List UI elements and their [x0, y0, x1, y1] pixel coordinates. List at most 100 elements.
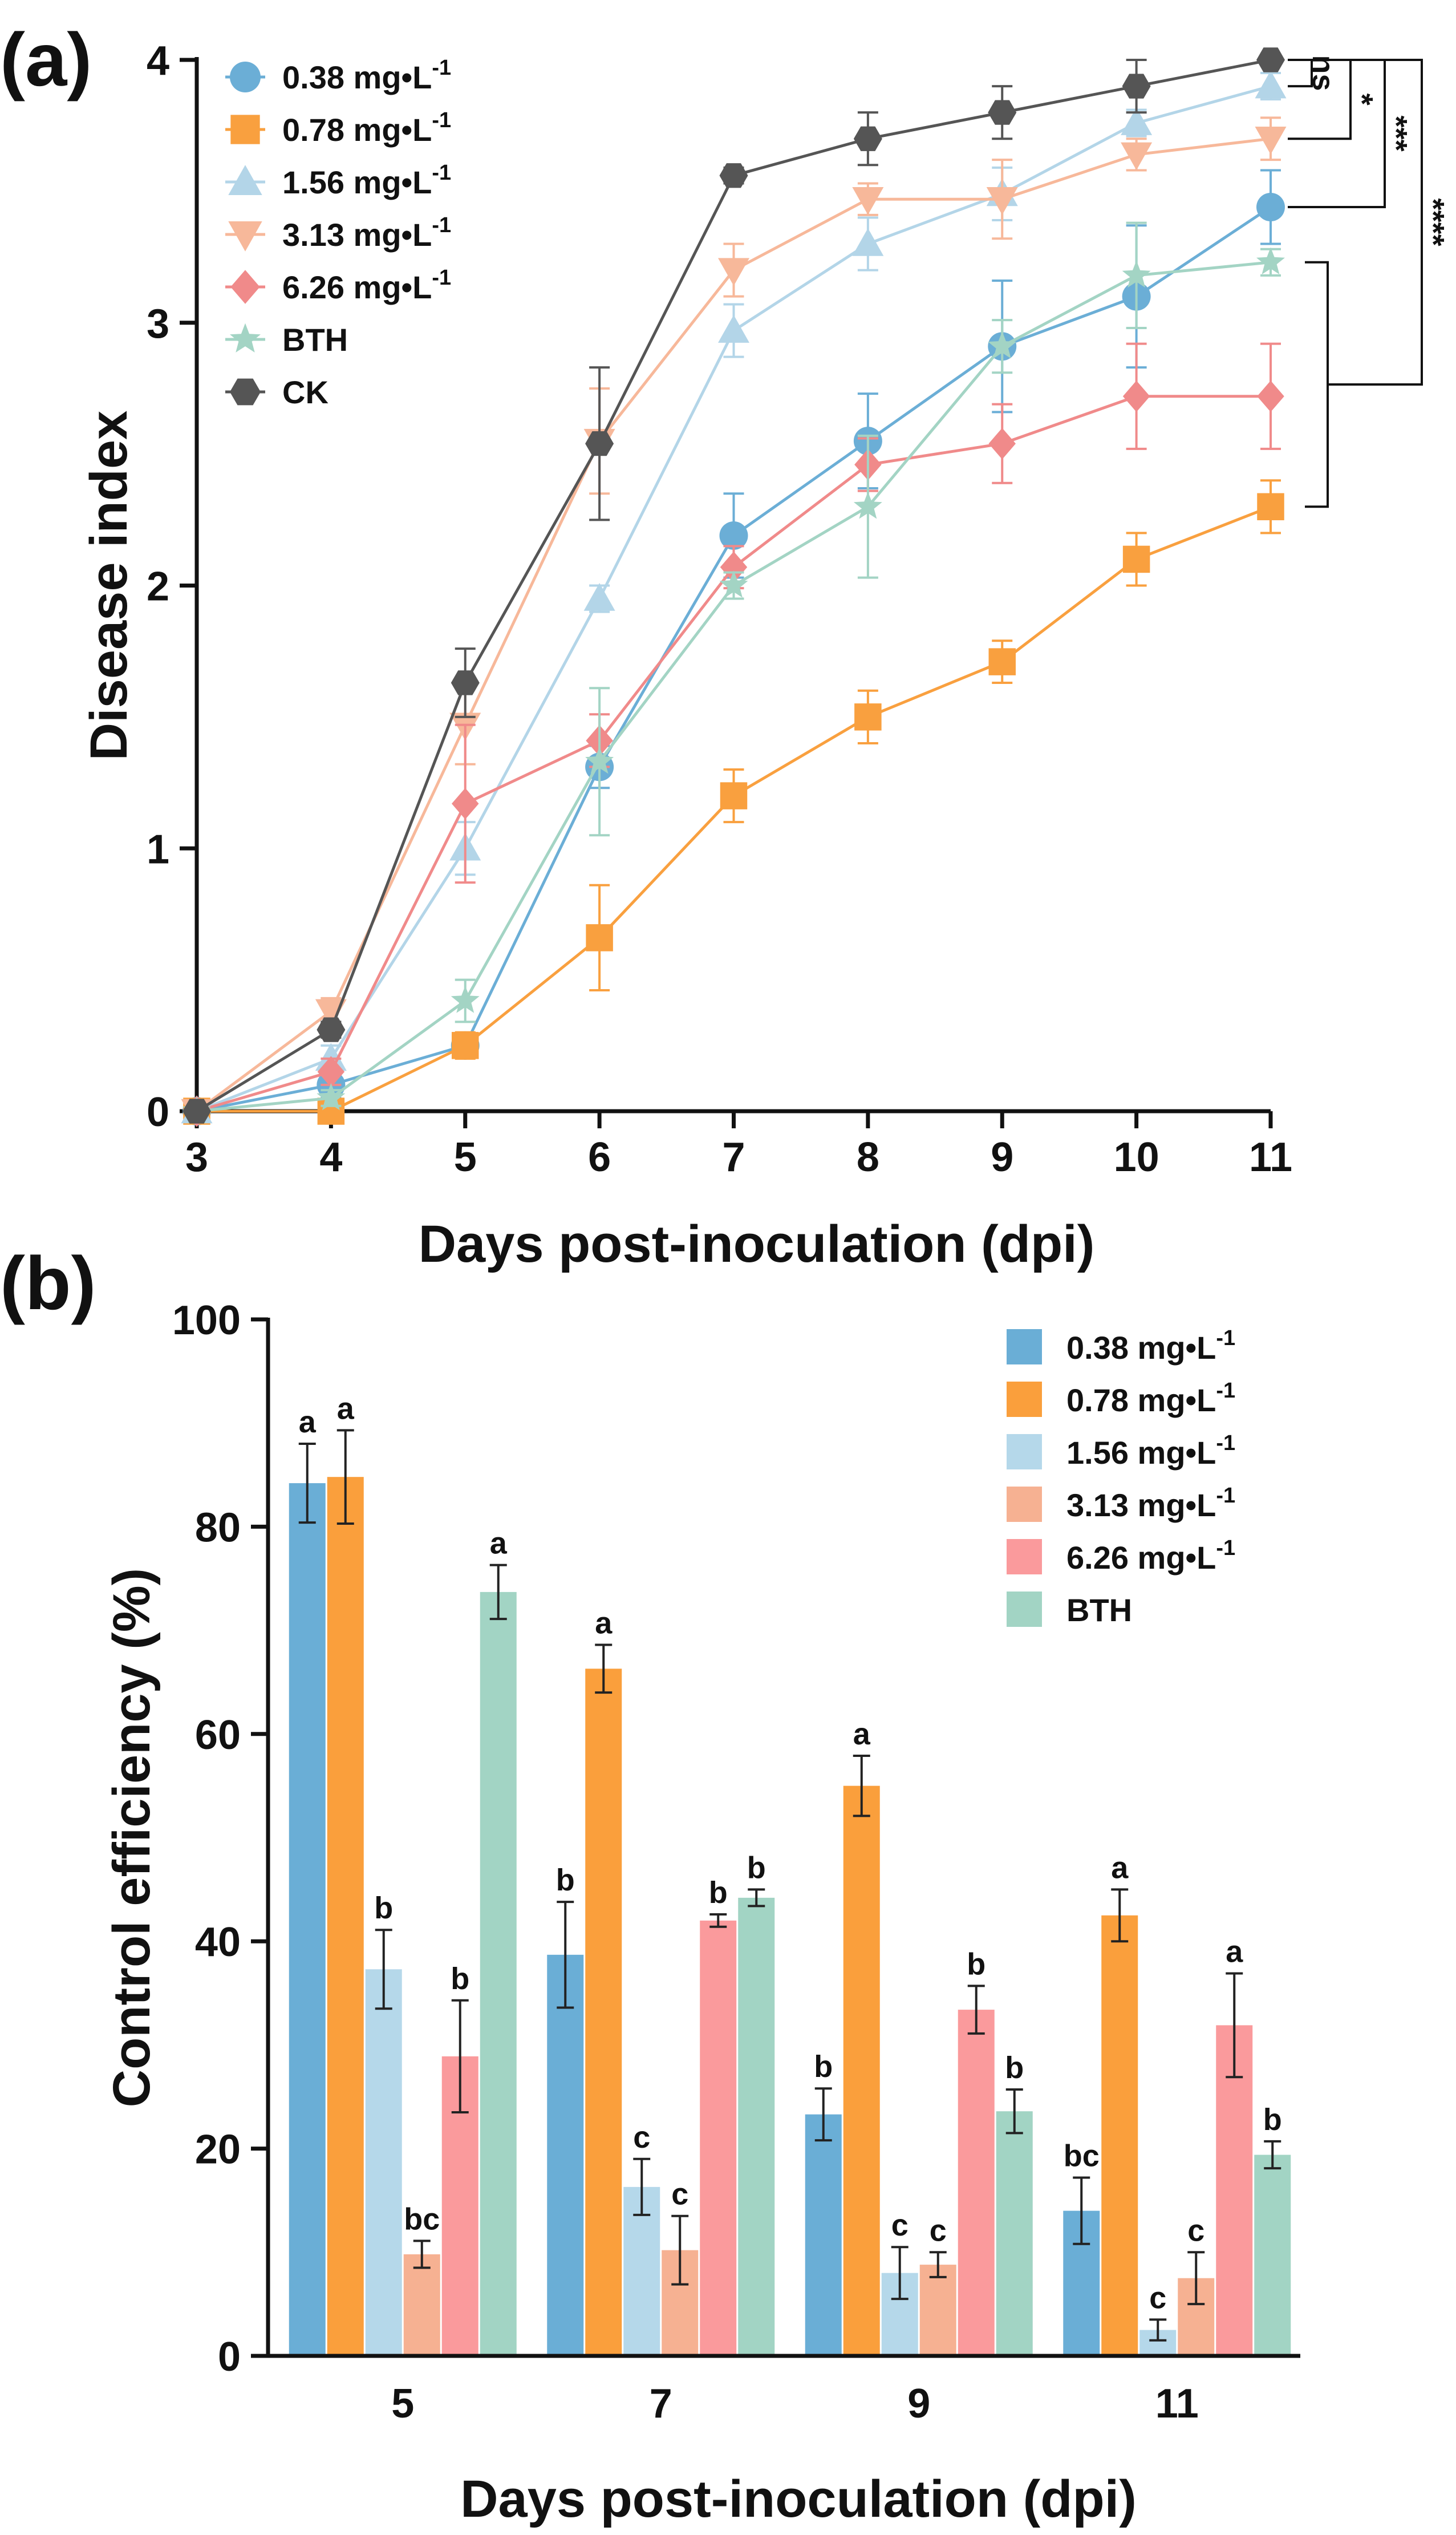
panel-a-label: (a) [0, 18, 92, 102]
panel-b-legend-swatch [1007, 1592, 1042, 1627]
panel-a-data-point [719, 570, 748, 598]
panel-a-legend-label: 6.26 mg•L-1 [282, 266, 451, 305]
panel-b-error-bar [671, 2214, 689, 2286]
panel-a-data-point [986, 187, 1018, 215]
panel-b-legend-label: 0.78 mg•L-1 [1066, 1379, 1235, 1418]
panel-b-significance-letter: b [451, 1962, 469, 1996]
panel-b-significance-letter: c [891, 2208, 909, 2242]
panel-a-data-point [1256, 193, 1285, 222]
panel-a-series-ck [182, 47, 1285, 1124]
panel-b-bar [1254, 2155, 1291, 2356]
panel-b-significance-letter: c [633, 2120, 650, 2155]
panel-b-bar [327, 1477, 364, 2356]
panel-b-significance-letter: a [299, 1405, 317, 1439]
panel-a-legend-item-6-26-mg-l: 6.26 mg•L-1 [225, 266, 451, 305]
panel-a-data-point [1122, 545, 1150, 573]
panel-b-axes: 0 20 40 60 80 100 5 7 9 11 [172, 1298, 1300, 2427]
panel-b-bar-group-0-78-mg-l-7: a [585, 1606, 622, 2356]
panel-b-bar [843, 1785, 880, 2356]
panel-b-legend-item-6-26-mg-l: 6.26 mg•L-1 [1007, 1536, 1235, 1576]
panel-a-data-point [718, 315, 749, 343]
panel-b-legend-label: 3.13 mg•L-1 [1066, 1484, 1235, 1523]
panel-b-error-bar [709, 1913, 727, 1928]
panel-b-error-bar [1226, 1972, 1243, 2079]
panel-b-bar-group-3-13-mg-l-5: bc [403, 2202, 440, 2356]
panel-b-bar [700, 1920, 737, 2356]
panel-b-bar-group-1-56-mg-l-9: c [881, 2208, 918, 2356]
panel-a-legend-marker [230, 62, 261, 92]
panel-b-error-bar [1264, 2140, 1281, 2170]
panel-a-x-tick-label: 6 [588, 1135, 611, 1180]
panel-b-error-bar [748, 1888, 765, 1908]
panel-b-bar [958, 2010, 995, 2356]
panel-b-significance-letter: b [709, 1876, 728, 1910]
panel-a-legend-label: 1.56 mg•L-1 [282, 161, 451, 200]
panel-b-bar [547, 1954, 584, 2356]
panel-a-data-point [1256, 247, 1285, 274]
panel-b-legend-label: 0.38 mg•L-1 [1066, 1326, 1235, 1366]
panel-b-bar-group-0-78-mg-l-9: a [843, 1717, 880, 2356]
panel-b-error-bar [633, 2157, 651, 2216]
panel-b-error-bar [595, 1643, 613, 1694]
panel-a-legend-label: BTH [282, 322, 348, 358]
panel-b-error-bar [1073, 2176, 1090, 2245]
panel-a-x-tick-label: 3 [185, 1135, 208, 1180]
panel-b-legend-swatch [1007, 1434, 1042, 1469]
panel-a-series-0-78-mg-l [183, 479, 1284, 1125]
panel-a-data-point [853, 492, 882, 519]
panel-b-bar-group-3-13-mg-l-7: c [662, 2177, 699, 2356]
panel-b-legend-swatch [1007, 1487, 1042, 1522]
panel-a-y-tick-label: 2 [147, 564, 169, 610]
panel-a-data-point [1122, 380, 1150, 412]
panel-a-legend-label: CK [282, 374, 328, 410]
panel-a-data-point [1121, 142, 1153, 171]
panel-a-y-tick-label: 0 [147, 1090, 169, 1135]
panel-b-error-bar [814, 2087, 832, 2142]
panel-a-significance-label: *** [1379, 115, 1413, 151]
panel-b-bar-group-0-78-mg-l-11: a [1101, 1850, 1138, 2356]
panel-b-bar-group-0-38-mg-l-7: b [547, 1863, 584, 2356]
panel-a-data-point [852, 187, 884, 215]
panel-b-error-bar [298, 1443, 316, 1524]
panel-a-significance-label: ns [1306, 55, 1340, 91]
panel-b-bar-group-0-78-mg-l-5: a [327, 1391, 364, 2356]
panel-b-significance-letter: bc [1064, 2139, 1100, 2173]
panel-b-x-tick-label: 11 [1155, 2381, 1199, 2427]
panel-a-x-tick-label: 9 [991, 1135, 1013, 1180]
panel-a-data-point [1121, 107, 1153, 135]
panel-a-line-chart: (a) Disease index Days post-inoculation … [0, 18, 1450, 1273]
panel-b-bar [996, 2111, 1033, 2356]
panel-a-data-point [1122, 74, 1151, 99]
panel-a-legend-item-3-13-mg-l: 3.13 mg•L-1 [225, 213, 451, 253]
panel-a-axes: 3 4 5 6 7 8 9 10 11 0 1 2 3 4 [147, 38, 1292, 1180]
panel-a-legend-label: 0.78 mg•L-1 [282, 108, 451, 148]
panel-b-legend-label: 1.56 mg•L-1 [1066, 1431, 1235, 1471]
panel-a-data-point [720, 782, 748, 809]
panel-a-x-axis-title: Days post-inoculation (dpi) [419, 1215, 1095, 1273]
panel-b-error-bar [336, 1429, 354, 1525]
panel-b-bar [738, 1897, 775, 2356]
panel-b-legend-item-bth: BTH [1007, 1592, 1132, 1628]
panel-b-error-bar [1111, 1888, 1129, 1943]
panel-b-bar-group-0-38-mg-l-11: bc [1063, 2139, 1100, 2356]
panel-a-data-point [988, 648, 1016, 675]
panel-a-data-point [585, 431, 614, 456]
panel-a-x-tick-label: 7 [722, 1135, 745, 1180]
panel-b-bar-group-bth-5: a [480, 1526, 517, 2356]
panel-a-y-tick-label: 1 [147, 827, 169, 872]
panel-b-bar-group-bth-7: b [738, 1850, 775, 2356]
panel-a-x-tick-label: 4 [319, 1135, 342, 1180]
panel-b-bar [480, 1592, 517, 2356]
panel-a-legend-marker [228, 221, 262, 252]
panel-b-bar-group-6-26-mg-l-11: a [1216, 1935, 1253, 2356]
panel-b-bar-group-1-56-mg-l-11: c [1139, 2281, 1177, 2356]
panel-b-error-bar [375, 1929, 392, 2010]
panel-a-legend-marker [228, 165, 262, 195]
panel-a-data-point [451, 986, 480, 1013]
panel-a-group-bracket [1305, 261, 1329, 508]
panel-b-y-tick-label: 60 [195, 1712, 241, 1758]
panel-b-significance-letter: c [1149, 2281, 1166, 2315]
panel-a-data-point [718, 258, 749, 286]
panel-b-significance-letter: a [337, 1391, 355, 1426]
